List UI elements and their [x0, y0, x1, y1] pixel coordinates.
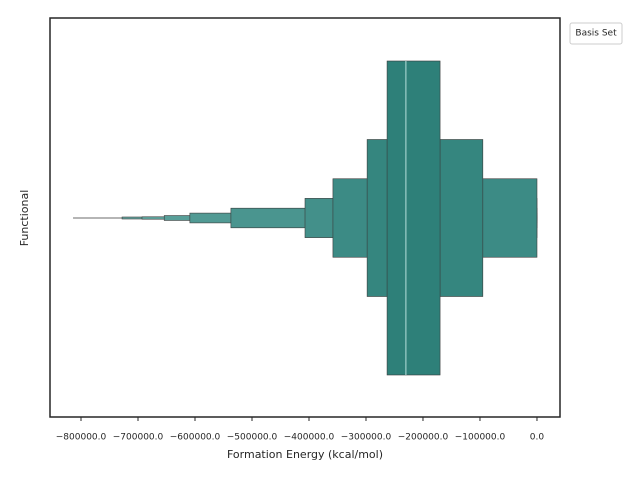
y-axis-label: Functional — [18, 190, 31, 247]
letter-value-box — [386, 60, 441, 376]
x-tick-label: 0.0 — [530, 433, 545, 443]
x-tick-label: −400000.0 — [284, 433, 335, 443]
legend-box — [569, 22, 623, 45]
x-tick-label: −500000.0 — [227, 433, 278, 443]
x-tick-label: −200000.0 — [398, 433, 449, 443]
x-axis-label: Formation Energy (kcal/mol) — [227, 448, 383, 461]
x-tick-label: −800000.0 — [56, 433, 107, 443]
x-tick-label: −700000.0 — [113, 433, 164, 443]
x-tick-label: −600000.0 — [170, 433, 221, 443]
plot-frame — [49, 17, 561, 418]
x-tick-label: −300000.0 — [341, 433, 392, 443]
x-tick-label: −100000.0 — [455, 433, 506, 443]
legend-title: Basis Set — [575, 29, 617, 39]
